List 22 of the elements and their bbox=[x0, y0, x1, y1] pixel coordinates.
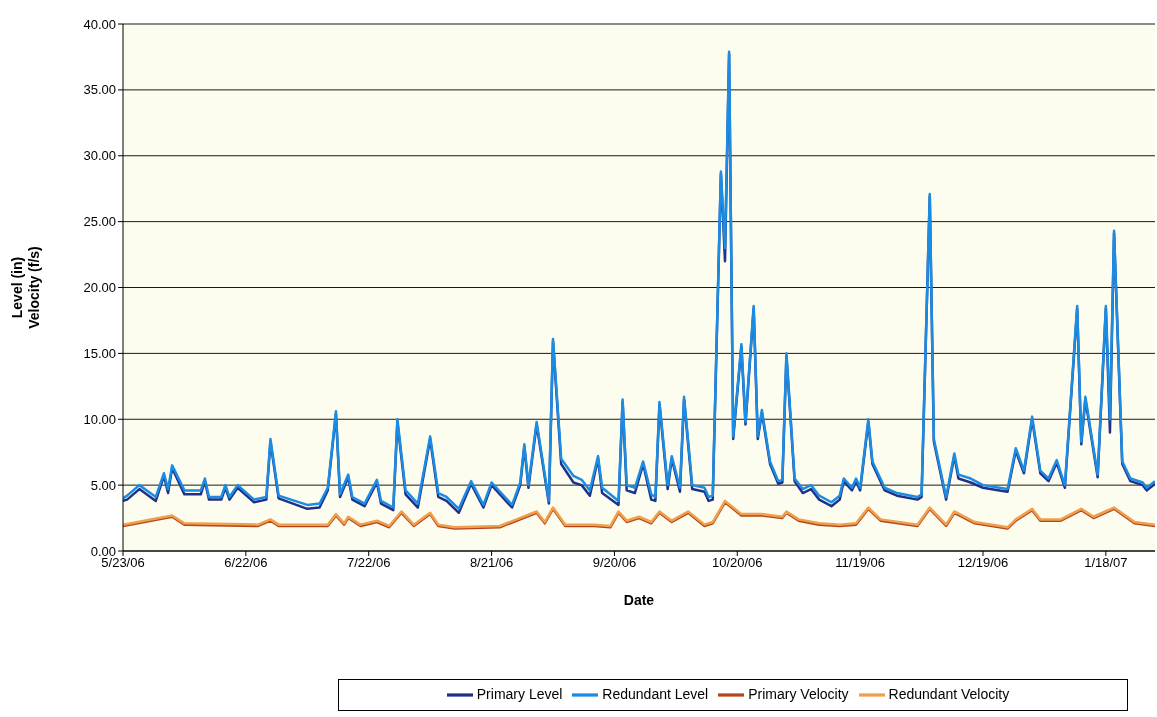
x-tick-label: 10/20/06 bbox=[711, 555, 763, 571]
x-axis-title: Date bbox=[623, 592, 655, 608]
x-tick-label: 7/22/06 bbox=[347, 555, 391, 571]
x-tick-label: 11/19/06 bbox=[835, 555, 885, 571]
x-tick-label: 9/20/06 bbox=[592, 555, 637, 571]
y-tick-label: 30.00 bbox=[83, 148, 116, 164]
y-tick-label: 35.00 bbox=[83, 82, 116, 98]
y-tick-label: 20.00 bbox=[83, 280, 116, 296]
x-tick-label: 6/22/06 bbox=[224, 555, 268, 571]
y-tick-label: 40.00 bbox=[83, 16, 116, 32]
x-tick-label: 1/18/07 bbox=[1084, 555, 1128, 571]
legend-label: Redundant Level bbox=[602, 685, 709, 702]
legend-label: Primary Velocity bbox=[748, 685, 849, 702]
y-tick-label: 15.00 bbox=[83, 345, 116, 361]
y-tick-label: 25.00 bbox=[83, 214, 116, 230]
x-tick-label: 8/21/06 bbox=[469, 555, 514, 571]
legend-label: Primary Level bbox=[476, 685, 563, 702]
y-axis-title: Level (in) Velocity (f/s) bbox=[9, 246, 42, 329]
legend-label: Redundant Velocity bbox=[888, 685, 1010, 702]
y-tick-label: 10.00 bbox=[83, 411, 116, 427]
y-tick-label: 5.00 bbox=[90, 477, 116, 493]
x-tick-label: 12/19/06 bbox=[957, 555, 1009, 571]
